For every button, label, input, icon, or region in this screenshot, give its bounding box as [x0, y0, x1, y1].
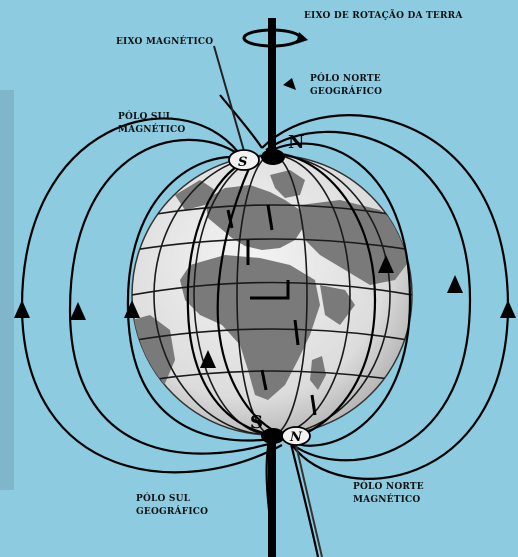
- north-geographic-label-2: GEOGRÁFICO: [310, 85, 382, 97]
- magnetic-axis-label: EIXO MAGNÉTICO: [116, 35, 213, 47]
- south-magnetic-label-2: MAGNÉTICO: [118, 123, 185, 135]
- rotation-axis-label: EIXO DE ROTAÇÃO DA TERRA: [304, 9, 463, 21]
- south-geographic-label-1: PÓLO SUL: [136, 492, 191, 504]
- magnetic-bottom-letter: N: [289, 430, 303, 445]
- bar-magnet: [226, 204, 317, 416]
- south-geo-letter: S: [250, 412, 263, 433]
- arrow-left-4: [200, 350, 216, 368]
- magnetic-south-pole-disc: S: [228, 149, 260, 171]
- arrow-right-outer: [500, 300, 516, 318]
- south-magnetic-label-1: PÓLO SUL: [118, 110, 173, 122]
- rotation-axis: [242, 18, 308, 557]
- north-geo-letter: N: [288, 132, 304, 153]
- arrow-left-2: [70, 302, 86, 320]
- arrow-left-3: [124, 300, 140, 318]
- field-arrows: [14, 78, 516, 368]
- left-edge-shade: [0, 90, 14, 490]
- arrow-right-3: [378, 255, 394, 273]
- north-magnetic-label-2: MAGNÉTICO: [353, 493, 420, 505]
- magnetic-north-pole-disc: N: [281, 426, 311, 446]
- north-geographic-label-1: PÓLO NORTE: [310, 72, 381, 84]
- arrow-rotation: [283, 78, 296, 90]
- north-geo-pole-disc: N: [261, 132, 304, 165]
- globe: [131, 154, 413, 436]
- south-geographic-label-2: GEOGRÁFICO: [136, 505, 208, 517]
- arrow-left-outer: [14, 300, 30, 318]
- north-magnetic-label-1: PÓLO NORTE: [353, 480, 424, 492]
- magnetic-axis: [213, 45, 323, 557]
- arrow-right-2: [447, 275, 463, 293]
- south-geo-pole-disc: S: [250, 412, 285, 444]
- magnetic-top-letter: S: [238, 155, 247, 170]
